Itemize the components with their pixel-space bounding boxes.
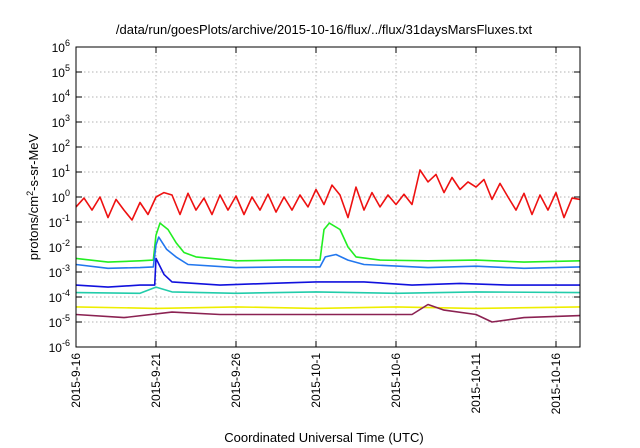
x-tick-label: 2015-9-16 xyxy=(69,353,83,408)
y-tick-label: 103 xyxy=(52,113,70,130)
y-tick-label: 106 xyxy=(52,38,70,55)
series-line xyxy=(75,236,581,270)
y-tick-label: 100 xyxy=(52,188,70,205)
y-tick-label: 10-4 xyxy=(49,288,70,305)
y-tick-label: 10-6 xyxy=(49,338,70,355)
series-line xyxy=(75,222,581,263)
series-line xyxy=(75,306,581,310)
y-tick-label: 104 xyxy=(52,88,70,105)
x-tick-label: 2015-9-21 xyxy=(149,353,163,408)
y-tick-label: 10-3 xyxy=(49,263,70,280)
y-axis-label: protons/cm2-s-sr-MeV xyxy=(25,133,41,260)
x-tick-label: 2015-10-6 xyxy=(389,353,403,408)
series-line xyxy=(75,286,581,295)
series-line xyxy=(75,303,581,323)
y-tick-label: 101 xyxy=(52,163,70,180)
y-tick-label: 10-2 xyxy=(49,238,70,255)
series-line xyxy=(75,257,580,288)
series-line xyxy=(75,169,581,221)
chart-title: /data/run/goesPlots/archive/2015-10-16/f… xyxy=(116,22,533,37)
y-tick-label: 10-5 xyxy=(49,313,70,330)
x-tick-label: 2015-9-26 xyxy=(229,353,243,408)
x-axis-label: Coordinated Universal Time (UTC) xyxy=(224,430,423,445)
x-tick-label: 2015-10-11 xyxy=(469,353,483,414)
x-tick-label: 2015-10-1 xyxy=(309,353,323,408)
y-axis-ticks: 10-6 10-5 10-4 10-3 10-2 10-1 100 101 102 103 104 1… xyxy=(49,38,580,355)
x-tick-label: 2015-10-16 xyxy=(549,353,563,415)
y-tick-label: 105 xyxy=(52,63,70,80)
grid xyxy=(75,47,580,347)
x-axis-ticks: 2015-9-16 2015-9-21 2015-9-26 2015-10-1 2015… xyxy=(69,47,563,414)
y-tick-label: 10-1 xyxy=(49,213,70,230)
y-tick-label: 102 xyxy=(52,138,70,155)
plot-series xyxy=(75,169,581,323)
